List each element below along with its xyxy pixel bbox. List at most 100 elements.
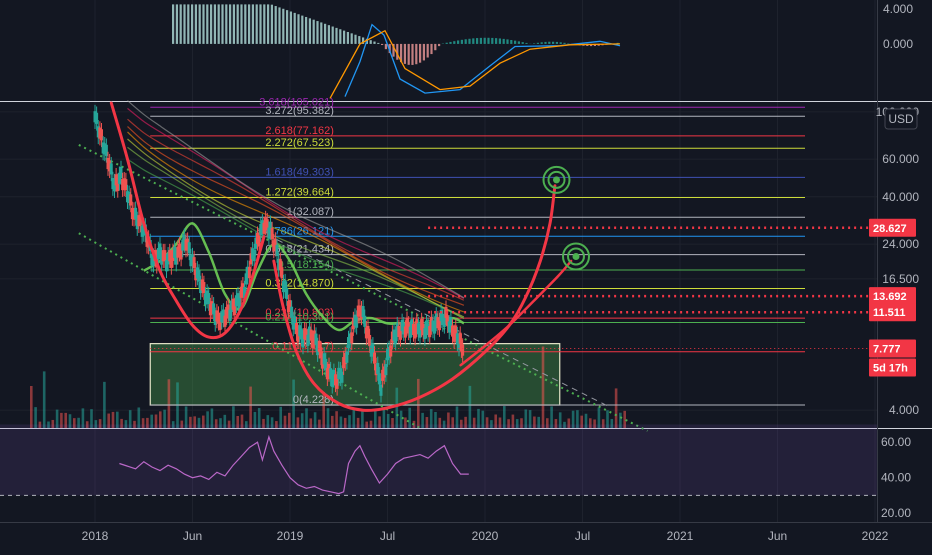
price-axis-tick: 60.000: [882, 152, 919, 166]
time-axis-tick: 2019: [277, 529, 304, 543]
fib-level-label: 1.618(49.303): [265, 166, 334, 178]
rsi-band-fill: [0, 424, 877, 495]
macd-histogram-bar: [461, 40, 463, 44]
macd-histogram-bar: [214, 4, 216, 44]
time-axis-tick: Jun: [183, 529, 202, 543]
macd-histogram-bar: [377, 43, 379, 44]
target-icon-center: [573, 253, 580, 260]
macd-histogram-bar: [468, 39, 470, 44]
macd-histogram-bar: [244, 4, 246, 44]
macd-histogram-bar: [522, 42, 524, 44]
macd-histogram-bar: [225, 4, 227, 44]
macd-histogram-bar: [248, 4, 250, 44]
macd-histogram-bar: [506, 39, 508, 44]
macd-histogram-bar: [423, 44, 425, 61]
macd-histogram-bar: [465, 39, 467, 44]
macd-histogram-bar: [381, 44, 383, 45]
macd-histogram-bar: [495, 38, 497, 44]
fib-level-label: 3.272(95.382): [265, 105, 334, 117]
macd-histogram-bar: [491, 38, 493, 44]
macd-histogram-bar: [172, 4, 174, 44]
time-axis-tick: Jul: [380, 529, 395, 543]
candle-body: [461, 345, 464, 356]
macd-histogram-bar: [301, 16, 303, 44]
macd-histogram-bar: [332, 27, 334, 44]
volume-bar: [396, 388, 399, 428]
macd-histogram-bar: [385, 44, 387, 49]
macd-histogram-bar: [187, 4, 189, 44]
time-axis-tick: 2021: [667, 529, 694, 543]
macd-histogram-bar: [180, 4, 182, 44]
macd-histogram-bar: [449, 42, 451, 44]
candle-body: [280, 267, 283, 278]
macd-histogram-bar: [419, 44, 421, 63]
ui-layer: USD: [885, 109, 917, 129]
macd-histogram-bar: [560, 42, 562, 44]
candle-body: [362, 306, 365, 317]
candle-body: [198, 271, 201, 282]
macd-histogram-bar: [499, 38, 501, 43]
macd-histogram-bar: [373, 42, 375, 44]
candle-body: [389, 345, 392, 356]
macd-histogram-bar: [240, 4, 242, 44]
price-axis-tick: 16.500: [882, 272, 919, 286]
macd-histogram-bar: [480, 38, 482, 44]
price-badge-label: 7.777: [873, 344, 901, 356]
macd-histogram-bar: [271, 5, 273, 44]
rsi-axis-tick: 60.00: [881, 435, 911, 449]
macd-histogram-bar: [533, 43, 535, 44]
macd-histogram-bar: [305, 17, 307, 44]
macd-histogram-bar: [525, 43, 527, 44]
volume-bar: [542, 346, 545, 428]
countdown-badge-label: 5d 17h: [873, 363, 908, 375]
macd-histogram-bar: [199, 4, 201, 44]
candle-body: [290, 307, 293, 318]
macd-histogram-bar: [544, 42, 546, 44]
macd-histogram-bar: [343, 31, 345, 44]
candle-body: [163, 250, 166, 261]
volume-bar: [43, 371, 46, 428]
currency-button-label: USD: [888, 112, 914, 126]
macd-histogram-bar: [476, 38, 478, 44]
macd-histogram-bar: [563, 43, 565, 44]
macd-histogram-bar: [404, 44, 406, 64]
macd-histogram-bar: [556, 42, 558, 44]
macd-histogram-bar: [256, 4, 258, 44]
macd-histogram-bar: [176, 4, 178, 44]
macd-histogram-bar: [324, 24, 326, 44]
macd-histogram-bar: [259, 4, 261, 44]
macd-histogram-bar: [252, 4, 254, 44]
candle-body: [376, 363, 379, 374]
candle-body: [110, 163, 113, 174]
fib-level-label: 2.618(77.162): [265, 125, 334, 137]
macd-histogram-bar: [411, 44, 413, 65]
candle-body: [105, 145, 108, 156]
macd-histogram-bar: [537, 43, 539, 44]
candle-body: [100, 129, 103, 140]
macd-histogram-bar: [472, 38, 474, 44]
macd-histogram-bar: [351, 33, 353, 44]
macd-histogram-bar: [191, 4, 193, 44]
macd-histogram-bar: [430, 44, 432, 54]
candle-body: [341, 372, 344, 383]
macd-histogram-bar: [278, 7, 280, 44]
target-icon-center: [553, 176, 560, 183]
macd-histogram-bar: [518, 41, 520, 44]
time-axis-tick: 2022: [862, 529, 889, 543]
rsi-axis-tick: 40.00: [881, 471, 911, 485]
candle-body: [380, 385, 383, 396]
macd-histogram-bar: [267, 4, 269, 44]
candle-body: [258, 235, 261, 246]
fib-level-label: 1.272(39.664): [265, 187, 334, 199]
candle-body: [368, 335, 371, 346]
candle-body: [276, 245, 279, 256]
candle-body: [319, 347, 322, 358]
macd-histogram-bar: [286, 10, 288, 44]
macd-histogram-bar: [358, 36, 360, 44]
macd-histogram-bar: [510, 40, 512, 44]
macd-axis-tick: 0.000: [883, 37, 913, 51]
macd-histogram-bar: [206, 4, 208, 44]
macd-histogram-bar: [328, 25, 330, 44]
